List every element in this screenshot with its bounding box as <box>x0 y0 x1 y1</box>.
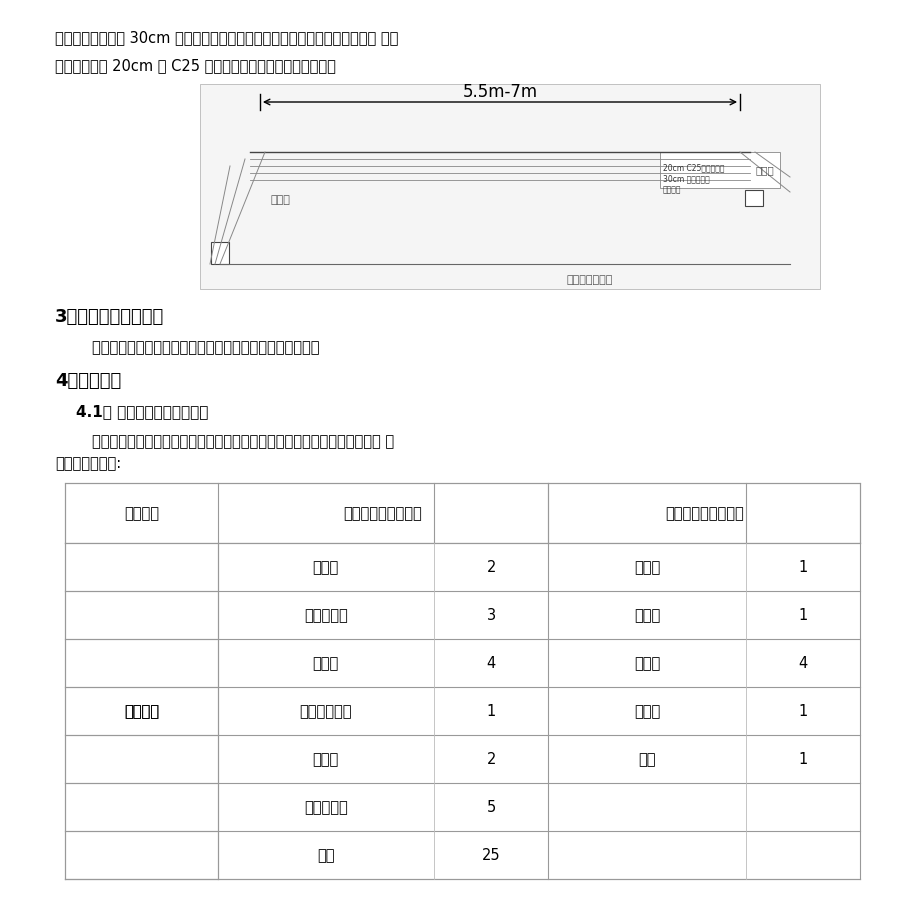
Text: 4: 4 <box>798 656 807 671</box>
Text: 30cm 砂砾石基层: 30cm 砂砾石基层 <box>663 174 709 183</box>
Text: 20cm C25碎进行硬化: 20cm C25碎进行硬化 <box>663 163 724 172</box>
Text: 5: 5 <box>486 800 495 814</box>
Text: 工人: 工人 <box>317 847 335 863</box>
Text: 4: 4 <box>486 656 495 671</box>
Bar <box>65 783 859 831</box>
Text: 施工便道: 施工便道 <box>124 704 159 719</box>
Text: 动力安排见下表:: 动力安排见下表: <box>55 456 121 471</box>
Text: 挖方区: 挖方区 <box>754 165 774 175</box>
Text: 4.1、 机械、设备、劳力组织: 4.1、 机械、设备、劳力组织 <box>55 403 208 418</box>
Text: 机械驾驶员: 机械驾驶员 <box>303 800 347 814</box>
Text: 安全员: 安全员 <box>312 752 338 766</box>
Text: 现场工程师: 现场工程师 <box>303 607 347 623</box>
Text: 人员进场情况（人）: 人员进场情况（人） <box>344 506 422 521</box>
Text: 测量工: 测量工 <box>312 656 338 671</box>
Bar <box>744 191 762 207</box>
Text: 25: 25 <box>482 847 500 863</box>
Bar <box>65 483 859 543</box>
Text: 4、施工准备: 4、施工准备 <box>55 371 121 390</box>
Text: 2: 2 <box>486 560 495 575</box>
Text: 1: 1 <box>798 607 807 623</box>
Bar <box>210 243 229 265</box>
Text: 1: 1 <box>798 560 807 575</box>
Text: 施工便道断面图: 施工便道断面图 <box>566 275 613 285</box>
Bar <box>65 831 859 879</box>
Text: 1: 1 <box>798 704 807 719</box>
Text: 3: 3 <box>486 607 495 623</box>
Bar <box>65 687 859 735</box>
Bar <box>65 543 859 591</box>
Bar <box>659 153 779 188</box>
Text: 根据该工程的工程内容、实际情况和施工进度要求，拟定机械、设备与现场 劳: 根据该工程的工程内容、实际情况和施工进度要求，拟定机械、设备与现场 劳 <box>55 434 393 448</box>
Text: 1: 1 <box>486 704 495 719</box>
Text: 安全部: 安全部 <box>312 560 338 575</box>
Text: 自卸车: 自卸车 <box>633 656 659 671</box>
Text: 装载机: 装载机 <box>633 607 659 623</box>
Text: 素土夯实: 素土夯实 <box>663 185 681 194</box>
Text: 1: 1 <box>798 752 807 766</box>
Text: 压；面层采用 20cm 厚 C25 碎进行硬化。（结构层详下图）。: 压；面层采用 20cm 厚 C25 碎进行硬化。（结构层详下图）。 <box>55 58 335 73</box>
Text: 分项名称: 分项名称 <box>124 506 159 521</box>
Text: 压路机: 压路机 <box>633 704 659 719</box>
Text: 5.5m-7m: 5.5m-7m <box>462 83 537 101</box>
Text: 3、便道平面总体布置: 3、便道平面总体布置 <box>55 308 165 325</box>
Text: 结合现场实际与现场具体情况，设置红线外进场施工便道。: 结合现场实际与现场具体情况，设置红线外进场施工便道。 <box>55 340 319 355</box>
Bar <box>65 735 859 783</box>
Text: 施工便道: 施工便道 <box>124 704 159 719</box>
Bar <box>65 591 859 640</box>
Text: 填方区: 填方区 <box>270 195 289 205</box>
Bar <box>65 543 218 879</box>
Text: 2: 2 <box>486 752 495 766</box>
Text: 毕后，其上再铺设 30cm 的碎石或砂砾石基层。垫层和基层分别采用压路机进 行碾: 毕后，其上再铺设 30cm 的碎石或砂砾石基层。垫层和基层分别采用压路机进 行碾 <box>55 30 398 45</box>
Bar <box>199 85 819 289</box>
Text: 装载机驾驶员: 装载机驾驶员 <box>300 704 352 719</box>
Text: 吊车: 吊车 <box>638 752 655 766</box>
Text: 挖掘机: 挖掘机 <box>633 560 659 575</box>
Text: 机械进场情况（台）: 机械进场情况（台） <box>664 506 743 521</box>
Bar <box>65 640 859 687</box>
